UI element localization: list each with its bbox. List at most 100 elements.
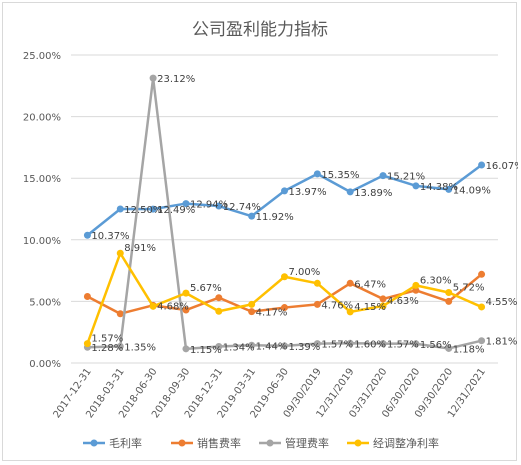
data-label: 1.28% [91, 343, 123, 354]
data-label: 4.76% [321, 300, 353, 311]
data-point [215, 294, 223, 302]
data-label: 1.60% [354, 339, 386, 350]
data-point [281, 342, 288, 350]
data-point [445, 185, 453, 193]
series-3 [83, 249, 486, 348]
data-label: 1.57% [321, 340, 353, 351]
data-point [313, 300, 321, 308]
data-point [412, 340, 420, 348]
data-point [149, 302, 157, 310]
data-label: 6.47% [354, 279, 386, 290]
data-point [116, 310, 124, 318]
legend-item: 销售费率 [171, 436, 241, 450]
gridlines [71, 54, 498, 364]
data-point [182, 306, 190, 314]
data-point [182, 345, 190, 353]
data-point [182, 200, 190, 208]
data-label: 13.89% [354, 188, 392, 199]
data-point [281, 273, 288, 281]
data-point [379, 295, 387, 303]
data-label: 10.37% [91, 231, 129, 242]
data-point [215, 342, 223, 350]
data-label: 4.63% [387, 296, 419, 307]
data-label: 6.30% [420, 275, 452, 286]
data-point [248, 308, 256, 316]
data-point [313, 170, 321, 178]
data-point [379, 172, 387, 180]
data-point [445, 289, 453, 297]
series-2 [83, 74, 486, 353]
data-label: 12.49% [157, 205, 195, 216]
data-label: 1.57% [387, 340, 419, 351]
data-label: 15.21% [387, 172, 425, 183]
legend-swatch-marker [178, 439, 186, 447]
data-point [116, 205, 124, 213]
data-point [478, 337, 486, 345]
legend-item: 毛利率 [83, 436, 142, 450]
legend-item: 经调整净利率 [347, 436, 439, 450]
data-point [248, 341, 256, 349]
data-point [149, 74, 157, 82]
legend-swatch-marker [266, 439, 274, 447]
y-tick-label: 10.00% [23, 236, 61, 247]
line-chart: 公司盈利能力指标 0.00% 5.00% 10.00% 15.00% 20.00% 25.… [23, 20, 518, 450]
data-label: 16.07% [486, 161, 518, 172]
legend-label: 经调整净利率 [373, 436, 439, 450]
legend-label: 毛利率 [109, 436, 142, 450]
data-label: 7.00% [289, 267, 321, 278]
data-label: 14.38% [420, 182, 458, 193]
data-point [83, 231, 91, 239]
data-label: 1.81% [486, 337, 518, 348]
data-point [149, 205, 157, 213]
data-label: 12.74% [223, 202, 261, 213]
series-line [86, 251, 483, 345]
data-point [445, 344, 453, 352]
data-point [281, 304, 288, 312]
data-point [478, 161, 486, 169]
y-tick-label: 0.00% [29, 359, 61, 370]
y-tick-label: 5.00% [29, 297, 61, 308]
data-label: 13.97% [289, 187, 327, 198]
data-point [412, 182, 420, 190]
data-label: 1.18% [453, 344, 485, 355]
data-point [182, 289, 190, 297]
data-point [346, 279, 354, 287]
data-point [346, 339, 354, 347]
data-point [248, 212, 256, 220]
y-tick-label: 15.00% [23, 174, 61, 185]
legend-swatch-marker [90, 439, 98, 447]
data-label: 4.15% [354, 302, 386, 313]
data-point [379, 340, 387, 348]
data-point [346, 308, 354, 316]
legend-item: 管理费率 [259, 436, 329, 450]
data-point [83, 292, 91, 300]
data-label: 15.35% [321, 170, 359, 181]
data-point [116, 249, 124, 257]
legend-label: 管理费率 [285, 436, 329, 450]
data-label: 5.72% [453, 283, 485, 294]
data-label: 12.94% [190, 200, 228, 211]
data-label: 1.57% [91, 334, 123, 345]
chart-title: 公司盈利能力指标 [192, 20, 328, 40]
data-label: 4.68% [157, 301, 189, 312]
data-point [116, 342, 124, 350]
data-labels: 10.37% 12.50%12.49%12.94%12.74%11.92% 13.9… [91, 74, 518, 356]
y-tick-label: 25.00% [23, 51, 61, 62]
data-point [83, 340, 91, 348]
chart-area: 公司盈利能力指标 0.00% 5.00% 10.00% 15.00% 20.00% 25.… [2, 2, 518, 461]
data-point [248, 300, 256, 308]
data-label: 11.92% [256, 212, 294, 223]
data-point [412, 286, 420, 294]
legend-swatch-marker [354, 439, 362, 447]
data-label: 4.55% [486, 297, 518, 308]
data-label: 1.34% [223, 342, 255, 353]
y-tick-label: 20.00% [23, 113, 61, 124]
data-point [281, 187, 288, 195]
data-point [313, 279, 321, 287]
data-label: 1.15% [190, 345, 222, 356]
data-label: 8.91% [124, 243, 156, 254]
series-layer [83, 74, 486, 353]
data-point [478, 303, 486, 311]
data-label: 5.67% [190, 283, 222, 294]
data-point [215, 307, 223, 315]
